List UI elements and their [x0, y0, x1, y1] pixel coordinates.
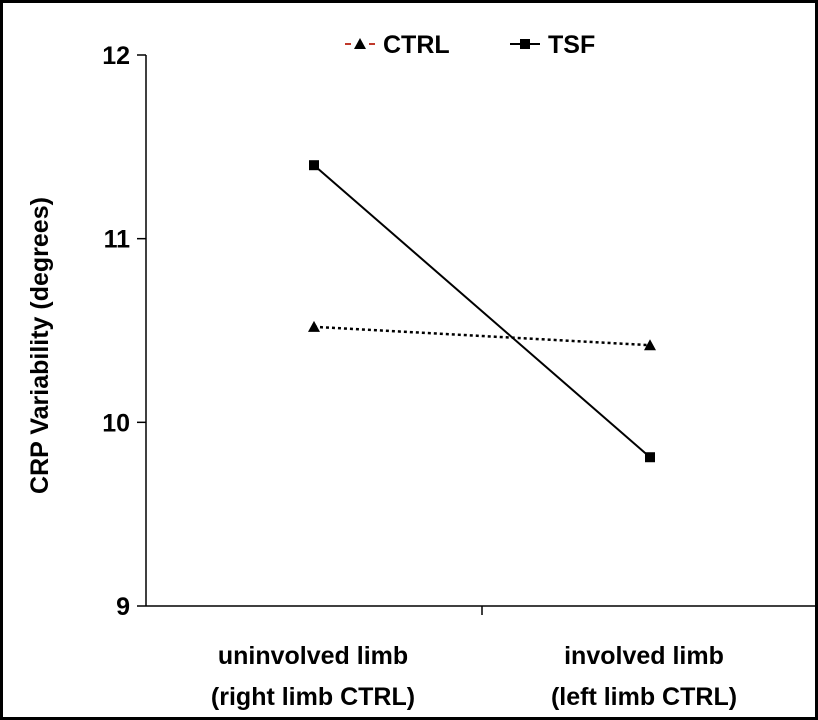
series-line-tsf	[313, 164, 651, 458]
x-tick-label: (left limb CTRL)	[551, 683, 737, 711]
data-point-ctrl	[308, 320, 320, 332]
legend-label: CTRL	[383, 31, 450, 59]
y-tick-label: 10	[102, 409, 130, 437]
y-axis-label: CRP Variability (degrees)	[26, 197, 54, 494]
legend-label: TSF	[548, 31, 595, 59]
x-tick-label: (right limb CTRL)	[211, 683, 415, 711]
legend-item-ctrl: CTRL	[345, 31, 450, 59]
series-line-ctrl	[313, 325, 651, 347]
y-tick-label: 11	[104, 226, 131, 254]
legend-swatch-marker	[520, 39, 530, 49]
data-point-tsf	[309, 160, 319, 171]
series-tsf	[309, 160, 655, 463]
y-tick-label: 12	[102, 42, 130, 70]
series-ctrl	[308, 320, 656, 351]
axes	[145, 55, 818, 607]
legend-swatch-marker	[354, 38, 366, 49]
legend: CTRL TSF	[345, 31, 595, 59]
legend-item-tsf: TSF	[510, 31, 595, 59]
x-tick-label: involved limb	[564, 642, 724, 670]
series-layer	[308, 160, 656, 463]
data-point-tsf	[645, 452, 655, 463]
data-point-ctrl	[644, 339, 656, 351]
x-tick-label: uninvolved limb	[218, 642, 408, 670]
ticks: 9 10 11 12 uninvolved limb (right limb CTRL) i…	[102, 42, 818, 711]
y-tick-label: 9	[116, 593, 130, 621]
